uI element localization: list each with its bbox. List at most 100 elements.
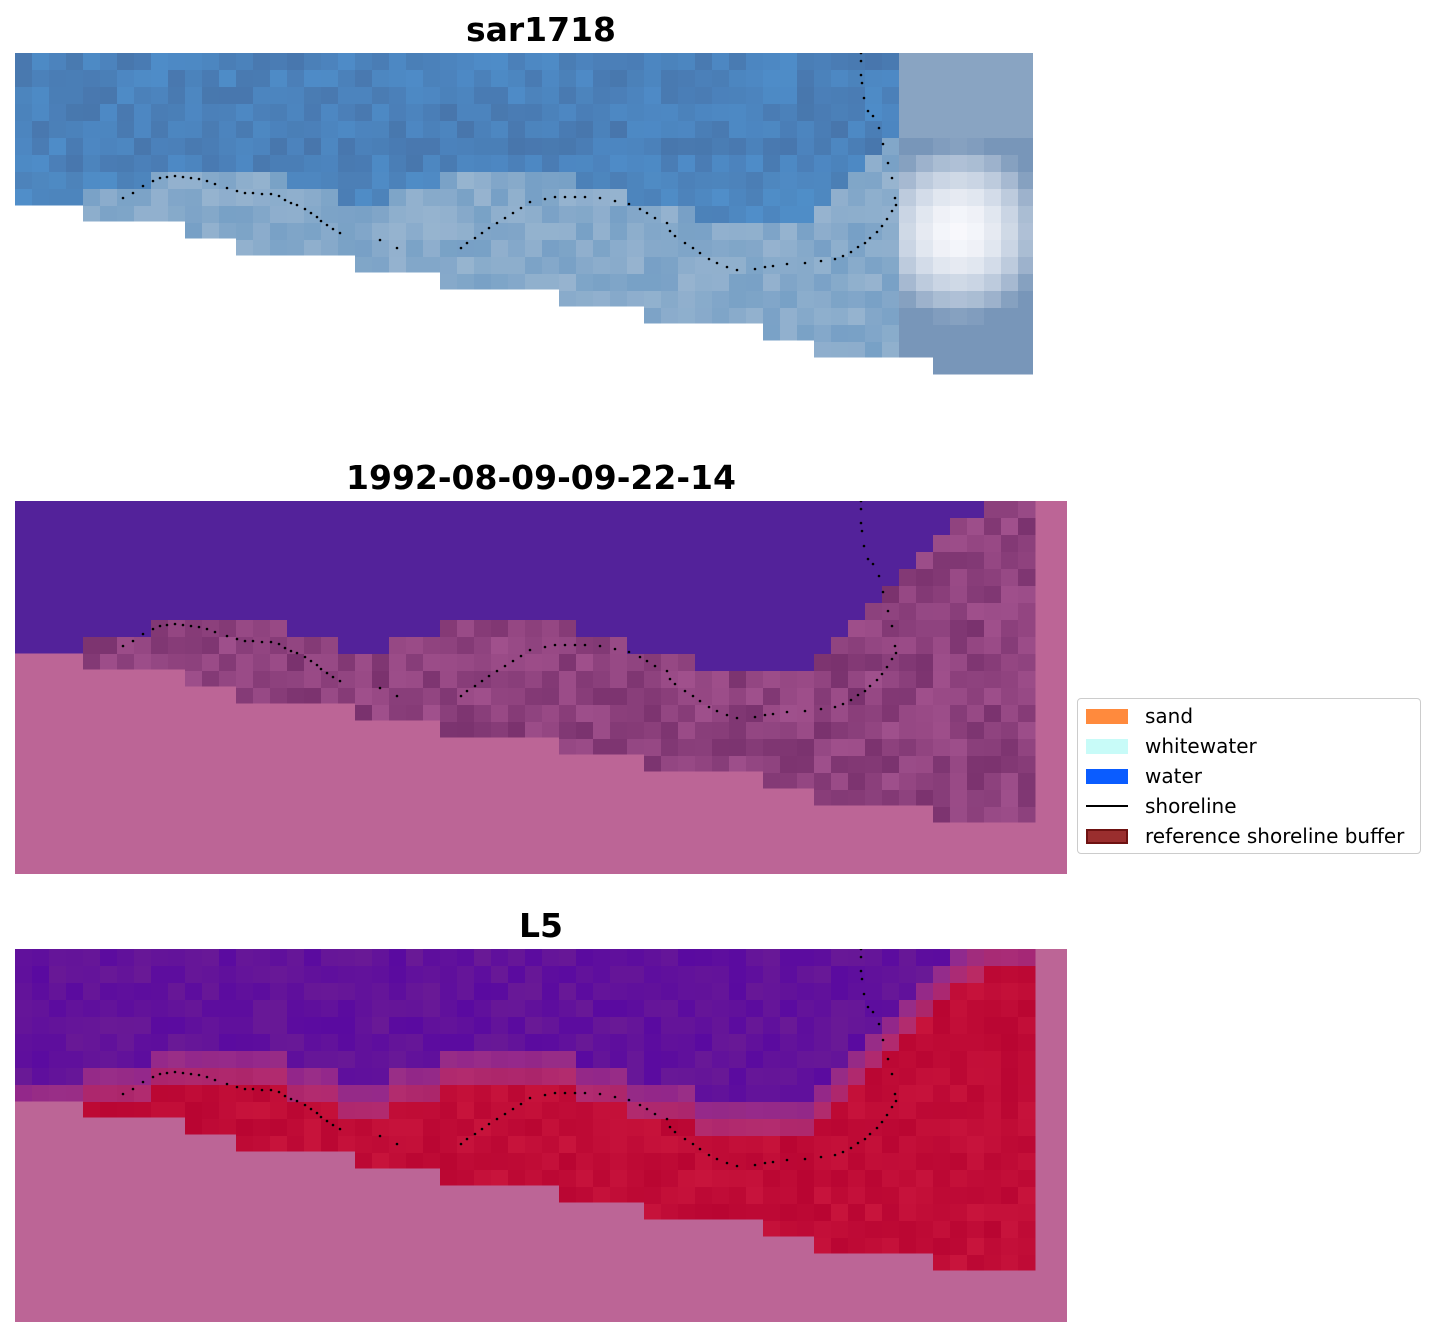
shoreline-dot — [763, 1161, 767, 1165]
index-pixel — [576, 1017, 594, 1035]
class-pixel — [729, 756, 747, 772]
shoreline-dot — [543, 1093, 547, 1097]
image-pixel — [270, 70, 288, 88]
index-pixel — [1001, 1068, 1019, 1086]
class-pixel — [593, 688, 611, 706]
image-pixel — [967, 240, 985, 258]
index-pixel — [525, 1170, 543, 1186]
image-pixel — [355, 172, 373, 190]
index-pixel — [950, 1017, 968, 1035]
index-pixel — [797, 1085, 815, 1103]
index-pixel — [287, 1017, 305, 1035]
image-pixel — [899, 274, 917, 292]
index-panel — [15, 949, 1067, 1322]
image-pixel — [950, 223, 968, 241]
index-pixel — [899, 1170, 917, 1188]
class-pixel — [593, 637, 611, 655]
image-pixel — [644, 274, 662, 292]
class-pixel — [882, 620, 900, 638]
image-pixel — [559, 223, 577, 241]
image-pixel — [695, 291, 713, 309]
index-pixel — [763, 1085, 781, 1103]
class-pixel — [32, 620, 50, 638]
index-pixel — [1018, 1221, 1036, 1239]
image-pixel — [338, 138, 356, 156]
class-pixel — [321, 586, 339, 604]
index-pixel — [967, 1051, 985, 1069]
index-pixel — [780, 1051, 798, 1069]
class-pixel — [712, 586, 730, 604]
shoreline-dot — [613, 1095, 617, 1099]
class-pixel — [865, 569, 883, 587]
class-pixel — [185, 552, 203, 570]
shoreline-dot — [893, 1092, 897, 1096]
index-pixel — [644, 949, 662, 967]
class-pixel — [134, 586, 152, 604]
class-pixel — [440, 518, 458, 536]
index-pixel — [695, 1034, 713, 1052]
image-pixel — [1018, 325, 1033, 343]
class-pixel — [763, 688, 781, 706]
image-pixel — [66, 189, 84, 206]
index-pixel — [202, 983, 220, 1001]
index-pixel — [491, 949, 509, 967]
index-pixel — [457, 1170, 475, 1186]
image-pixel — [933, 53, 951, 71]
index-pixel — [916, 1221, 934, 1239]
index-pixel — [780, 983, 798, 1001]
index-pixel — [712, 1017, 730, 1035]
image-pixel — [457, 70, 475, 88]
index-pixel — [848, 1034, 866, 1052]
class-pixel — [83, 620, 101, 638]
legend-label-sand: sand — [1145, 704, 1194, 728]
index-pixel — [627, 1051, 645, 1069]
image-pixel — [780, 223, 798, 241]
index-pixel — [491, 966, 509, 984]
image-pixel — [338, 70, 356, 88]
class-pixel — [950, 722, 968, 740]
class-pixel — [695, 603, 713, 621]
class-pixel — [627, 654, 645, 672]
image-pixel — [491, 121, 509, 139]
index-pixel — [797, 983, 815, 1001]
class-pixel — [100, 552, 118, 570]
class-pixel — [372, 569, 390, 587]
class-pixel — [491, 518, 509, 536]
image-pixel — [780, 274, 798, 292]
image-pixel — [712, 274, 730, 292]
image-pixel — [814, 70, 832, 88]
index-pixel — [814, 1068, 832, 1086]
class-pixel — [984, 501, 1002, 519]
index-pixel — [661, 1034, 679, 1052]
index-pixel — [202, 1119, 220, 1135]
image-pixel — [746, 104, 764, 122]
image-pixel — [882, 104, 900, 122]
image-pixel — [610, 240, 628, 258]
index-pixel — [899, 1204, 917, 1222]
shoreline-dot — [868, 684, 872, 688]
class-pixel — [610, 535, 628, 553]
shoreline-dot — [890, 657, 894, 661]
index-pixel — [729, 1170, 747, 1188]
class-pixel — [270, 688, 288, 704]
index-pixel — [372, 1034, 390, 1052]
class-pixel — [202, 654, 220, 672]
class-pixel — [729, 603, 747, 621]
class-pixel — [117, 569, 135, 587]
image-pixel — [984, 206, 1002, 224]
class-pixel — [219, 535, 237, 553]
class-pixel — [814, 739, 832, 757]
index-pixel — [746, 1000, 764, 1018]
image-pixel — [406, 70, 424, 88]
image-pixel — [1001, 291, 1019, 309]
index-pixel — [746, 966, 764, 984]
image-pixel — [950, 138, 968, 156]
image-pixel — [848, 342, 866, 358]
shoreline-dot — [395, 246, 399, 250]
class-pixel — [882, 739, 900, 757]
image-pixel — [746, 155, 764, 173]
index-pixel — [287, 1068, 305, 1086]
class-pixel — [712, 705, 730, 723]
index-pixel — [559, 1068, 577, 1086]
index-pixel — [304, 1119, 322, 1137]
